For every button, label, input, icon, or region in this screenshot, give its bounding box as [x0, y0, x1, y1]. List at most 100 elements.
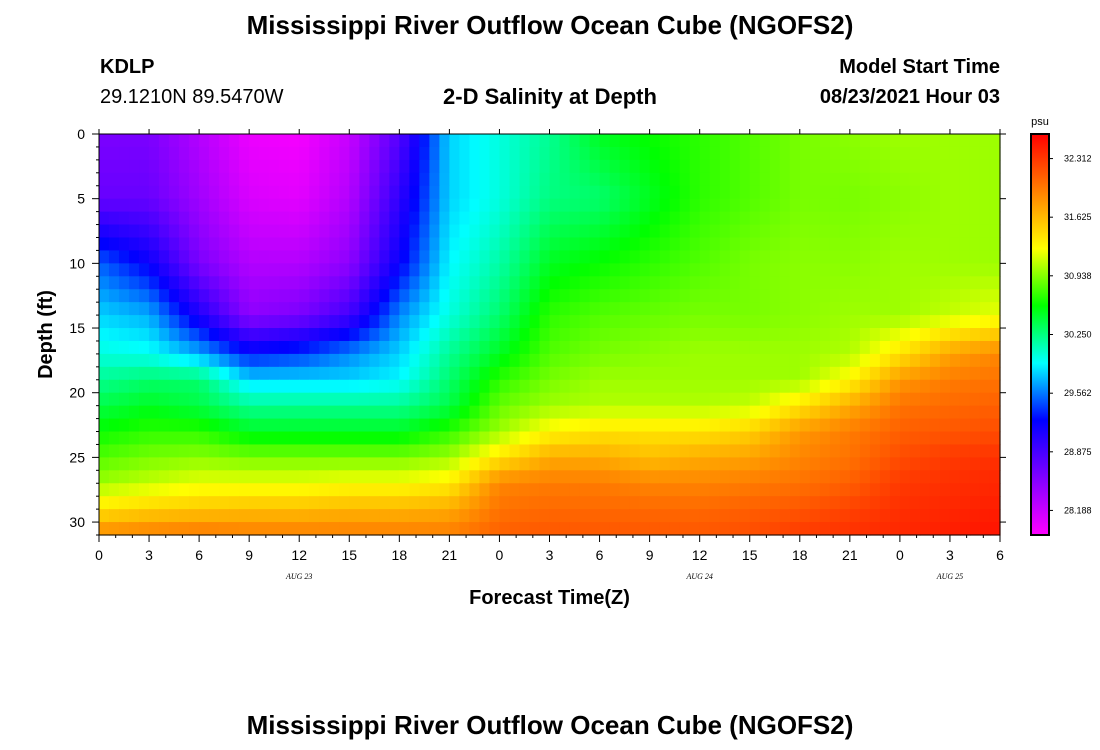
heatmap-cell	[669, 509, 681, 523]
heatmap-cell	[769, 146, 781, 161]
heatmap-cell	[669, 263, 681, 277]
heatmap-cell	[839, 405, 851, 420]
heatmap-cell	[699, 276, 711, 290]
heatmap-cell	[159, 315, 170, 329]
heatmap-cell	[889, 185, 901, 200]
heatmap-cell	[649, 289, 661, 303]
heatmap-cell	[289, 431, 300, 446]
heatmap-cell	[719, 366, 731, 381]
heatmap-cell	[399, 431, 410, 446]
heatmap-cell	[849, 470, 861, 484]
heatmap-cell	[309, 224, 320, 239]
colorbar-tick-label: 29.562	[1064, 388, 1092, 398]
heatmap-cell	[739, 418, 751, 433]
heatmap-cell	[99, 405, 110, 420]
heatmap-cell	[879, 198, 891, 213]
heatmap-cell	[379, 185, 390, 200]
heatmap-cell	[749, 470, 761, 484]
heatmap-cell	[239, 134, 250, 148]
heatmap-cell	[399, 172, 410, 187]
heatmap-cell	[569, 353, 581, 368]
heatmap-cell	[549, 289, 561, 303]
heatmap-cell	[709, 276, 721, 290]
heatmap-cell	[429, 198, 440, 213]
heatmap-cell	[869, 276, 881, 290]
heatmap-cell	[889, 198, 901, 213]
heatmap-cell	[849, 496, 861, 510]
heatmap-cell	[289, 457, 300, 471]
heatmap-cell	[509, 250, 521, 264]
heatmap-cell	[259, 366, 270, 381]
heatmap-cell	[779, 522, 791, 536]
heatmap-cell	[449, 146, 460, 161]
heatmap-cell	[539, 509, 551, 523]
heatmap-cell	[269, 302, 280, 316]
heatmap-cell	[459, 483, 471, 497]
heatmap-cell	[279, 237, 290, 252]
heatmap-cell	[469, 224, 481, 239]
heatmap-cell	[739, 353, 751, 368]
heatmap-cell	[989, 431, 1001, 446]
heatmap-cell	[619, 276, 631, 290]
heatmap-cell	[909, 134, 921, 148]
heatmap-cell	[489, 509, 501, 523]
heatmap-cell	[279, 289, 290, 303]
heatmap-cell	[329, 431, 340, 446]
heatmap-cell	[839, 237, 851, 252]
heatmap-cell	[849, 522, 861, 536]
heatmap-cell	[749, 146, 761, 161]
heatmap-cell	[849, 302, 861, 316]
heatmap-cell	[899, 366, 911, 381]
heatmap-cell	[399, 237, 410, 252]
heatmap-cell	[719, 431, 731, 446]
heatmap-cell	[729, 483, 741, 497]
heatmap-cell	[189, 211, 200, 226]
heatmap-cell	[799, 159, 811, 174]
heatmap-cell	[139, 211, 150, 226]
heatmap-cell	[439, 470, 450, 484]
heatmap-cell	[479, 496, 491, 510]
heatmap-cell	[789, 379, 801, 394]
heatmap-cell	[609, 237, 621, 252]
heatmap-cell	[389, 172, 400, 187]
heatmap-cell	[429, 289, 440, 303]
heatmap-cell	[599, 496, 611, 510]
heatmap-cell	[729, 302, 741, 316]
heatmap-cell	[329, 276, 340, 290]
heatmap-cell	[639, 366, 651, 381]
heatmap-cell	[409, 237, 420, 252]
heatmap-cell	[269, 159, 280, 174]
heatmap-cell	[539, 263, 551, 277]
heatmap-cell	[329, 211, 340, 226]
heatmap-cell	[949, 457, 961, 471]
heatmap-cell	[889, 353, 901, 368]
heatmap-cell	[309, 146, 320, 161]
heatmap-cell	[919, 328, 931, 342]
heatmap-cell	[919, 405, 931, 420]
heatmap-cell	[769, 302, 781, 316]
heatmap-cell	[219, 250, 230, 264]
heatmap-cell	[519, 379, 531, 394]
heatmap-cell	[99, 457, 110, 471]
heatmap-cell	[339, 340, 350, 355]
heatmap-cell	[899, 237, 911, 252]
heatmap-cell	[379, 483, 390, 497]
heatmap-cell	[479, 146, 491, 161]
heatmap-cell	[769, 379, 781, 394]
heatmap-cell	[399, 405, 410, 420]
heatmap-cell	[139, 276, 150, 290]
colorbar-tick-label: 31.625	[1064, 212, 1092, 222]
heatmap-cell	[589, 159, 601, 174]
heatmap-cell	[409, 340, 420, 355]
heatmap-cell	[549, 444, 561, 458]
heatmap-cell	[869, 418, 881, 433]
heatmap-cell	[559, 263, 571, 277]
heatmap-cell	[459, 496, 471, 510]
heatmap-cell	[729, 418, 741, 433]
heatmap-cell	[559, 211, 571, 226]
heatmap-cell	[139, 315, 150, 329]
heatmap-cell	[599, 444, 611, 458]
heatmap-cell	[529, 340, 541, 355]
heatmap-cell	[439, 483, 450, 497]
